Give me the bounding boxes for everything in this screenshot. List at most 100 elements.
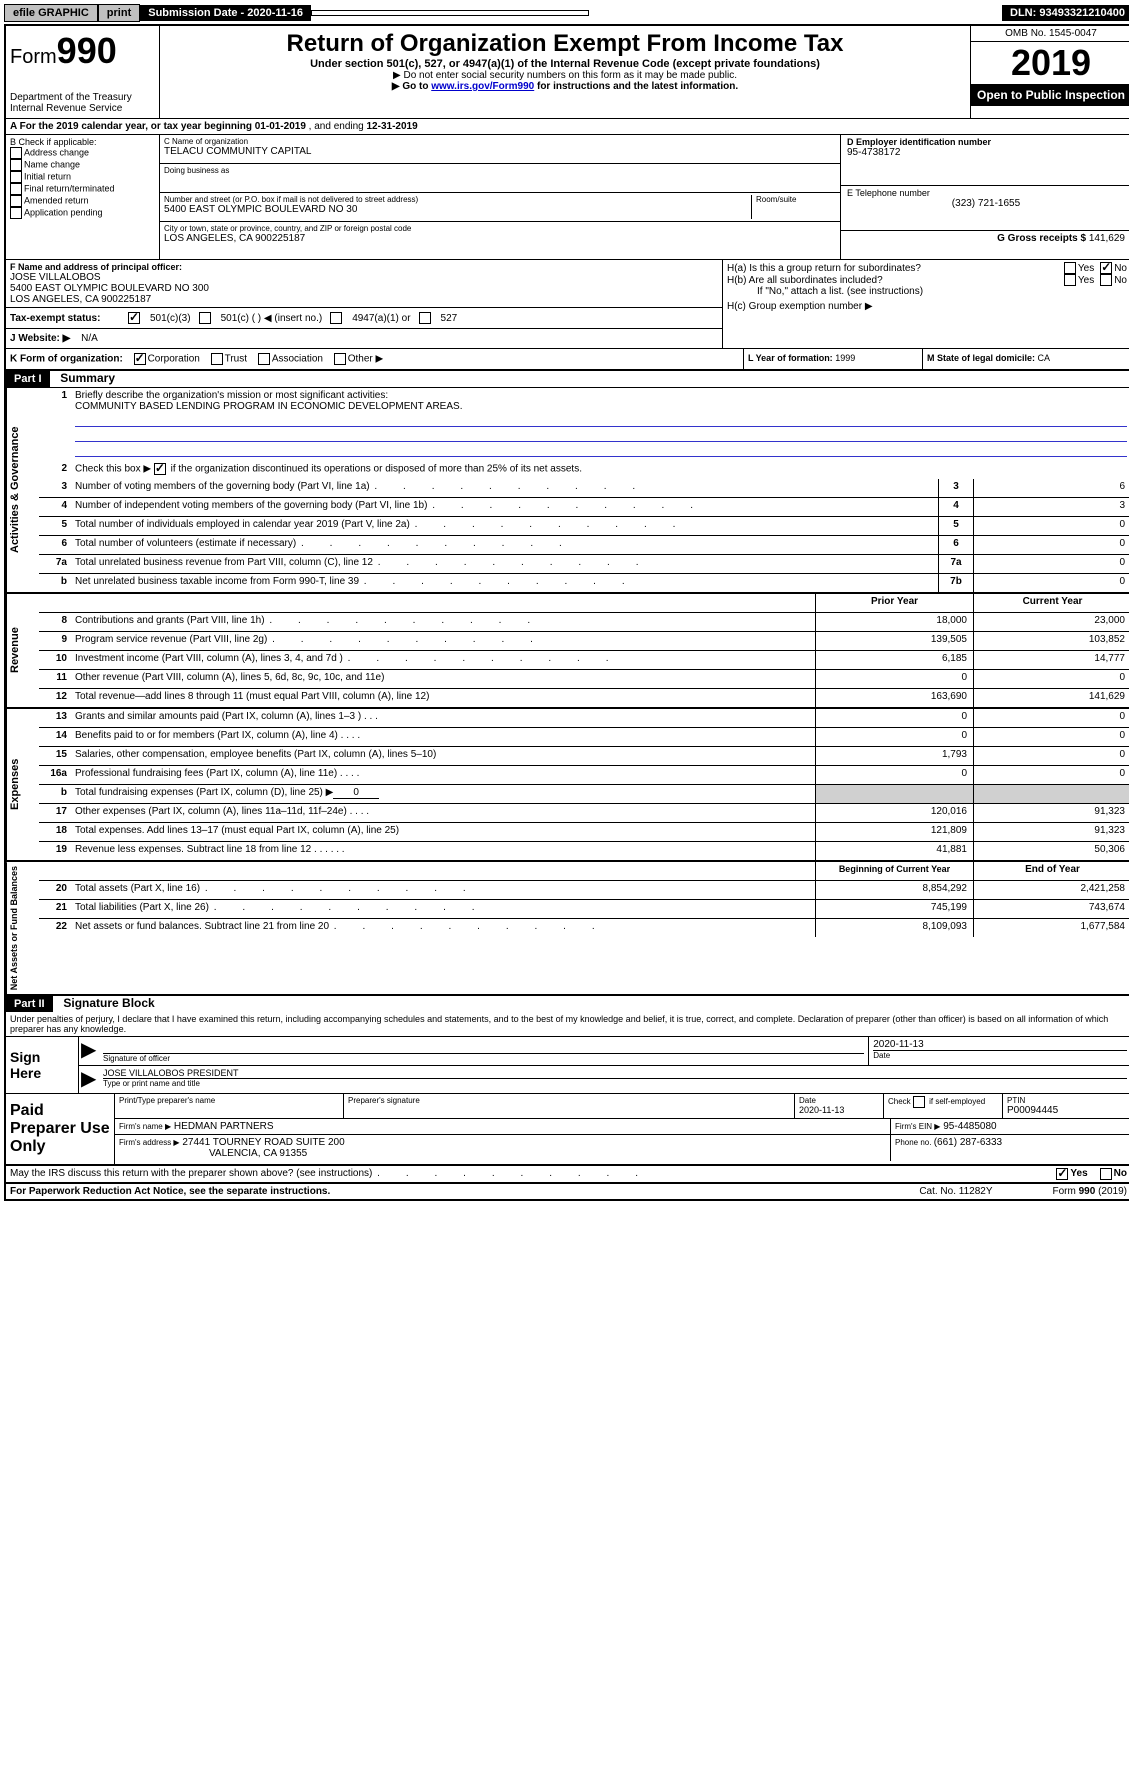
dln-lbl: DLN: [1010, 7, 1039, 19]
governance-body: 1 Briefly describe the organization's mi… [39, 388, 1129, 592]
row-a-pre: A For the 2019 calendar year, or tax yea… [10, 121, 255, 132]
submission-spacer [311, 10, 589, 16]
form-title: Return of Organization Exempt From Incom… [164, 30, 966, 58]
e14-p: 0 [815, 728, 973, 746]
cb-501c[interactable] [199, 312, 211, 324]
discuss-no-cb[interactable] [1100, 1168, 1112, 1180]
discuss-no: No [1114, 1168, 1127, 1180]
e18-n: 18 [39, 823, 71, 841]
r8-p: 18,000 [815, 613, 973, 631]
col-b-label: B Check if applicable: [10, 137, 155, 147]
k-assoc-cb[interactable] [258, 353, 270, 365]
cb-4947[interactable] [330, 312, 342, 324]
line1: Briefly describe the organization's miss… [71, 388, 1129, 461]
ha-yes: Yes [1078, 263, 1094, 274]
sig-date-val: 2020-11-13 [873, 1039, 1127, 1050]
cb-final[interactable]: Final return/terminated [10, 183, 155, 195]
g-receipts: G Gross receipts $ 141,629 [841, 231, 1129, 259]
hb-yes-cb[interactable] [1064, 274, 1076, 286]
footer-mid: Cat. No. 11282Y [919, 1186, 992, 1197]
e17-c: 91,323 [973, 804, 1129, 822]
k-trust: Trust [225, 354, 247, 365]
cb-pending[interactable]: Application pending [10, 207, 155, 219]
l-label: L Year of formation: [748, 353, 835, 363]
sig-date-label: Date [873, 1050, 1127, 1060]
cb-address-lbl: Address change [24, 147, 89, 157]
e14-n: 14 [39, 728, 71, 746]
footer-left: For Paperwork Reduction Act Notice, see … [10, 1186, 330, 1197]
k-other-cb[interactable] [334, 353, 346, 365]
governance-section: Activities & Governance 1 Briefly descri… [6, 388, 1129, 594]
p-self-cb[interactable] [913, 1096, 925, 1108]
k-trust-cb[interactable] [211, 353, 223, 365]
f-addr2: LOS ANGELES, CA 900225187 [10, 294, 718, 305]
col-f-officer: F Name and address of principal officer:… [6, 260, 723, 308]
cb-initial-lbl: Initial return [24, 171, 71, 181]
n21-c: 743,674 [973, 900, 1129, 918]
discuss-yes-cb[interactable] [1056, 1168, 1068, 1180]
cb-name[interactable]: Name change [10, 159, 155, 171]
form-subtitle: Under section 501(c), 527, or 4947(a)(1)… [164, 58, 966, 70]
e16b-t: Total fundraising expenses (Part IX, col… [71, 785, 815, 803]
cb-501c3[interactable] [128, 312, 140, 324]
r12-c: 141,629 [973, 689, 1129, 707]
l-val: 1999 [835, 353, 855, 363]
hb-no-cb[interactable] [1100, 274, 1112, 286]
g-val: 141,629 [1089, 233, 1125, 244]
n20-c: 2,421,258 [973, 881, 1129, 899]
e14-c: 0 [973, 728, 1129, 746]
p-h2: Preparer's signature [348, 1096, 790, 1105]
p-sig-head: Preparer's signature [344, 1094, 795, 1118]
e15-t: Salaries, other compensation, employee b… [71, 747, 815, 765]
ha-yes-cb[interactable] [1064, 262, 1076, 274]
net-label: Net Assets or Fund Balances [6, 862, 39, 994]
sign-block: Sign Here ▶ Signature of officer 2020-11… [6, 1037, 1129, 1094]
r10-t: Investment income (Part VIII, column (A)… [71, 651, 815, 669]
sig-name-val: JOSE VILLALOBOS PRESIDENT [103, 1068, 1127, 1078]
cb-name-lbl: Name change [24, 159, 80, 169]
e18-c: 91,323 [973, 823, 1129, 841]
cb-initial[interactable]: Initial return [10, 171, 155, 183]
p-h3-val: 2020-11-13 [799, 1105, 879, 1115]
omb-number: OMB No. 1545-0047 [971, 26, 1129, 42]
cb-final-lbl: Final return/terminated [24, 183, 115, 193]
governance-label: Activities & Governance [6, 388, 39, 592]
prior-year-head: Prior Year [815, 594, 973, 612]
e-phone: E Telephone number (323) 721-1655 [841, 186, 1129, 231]
te-opt4: 527 [441, 313, 458, 324]
p-h5-val: P00094445 [1007, 1105, 1127, 1116]
p-firm-ein-lbl: Firm's EIN ▶ [895, 1122, 940, 1131]
sign-arrow-icon: ▶ [79, 1037, 99, 1065]
l1-val: COMMUNITY BASED LENDING PROGRAM IN ECONO… [75, 401, 462, 412]
hb-note: If "No," attach a list. (see instruction… [727, 286, 1127, 297]
net-section: Net Assets or Fund Balances Beginning of… [6, 862, 1129, 996]
cb-address[interactable]: Address change [10, 147, 155, 159]
r12-p: 163,690 [815, 689, 973, 707]
k-corp-cb[interactable] [134, 353, 146, 365]
form-number: Form990 [10, 30, 155, 72]
r9-t: Program service revenue (Part VIII, line… [71, 632, 815, 650]
current-year-head: Current Year [973, 594, 1129, 612]
part1-title: Summary [52, 369, 123, 387]
hb-yes: Yes [1078, 275, 1094, 286]
ha-no-cb[interactable] [1100, 262, 1112, 274]
website-row: J Website: ▶ N/A [6, 329, 723, 348]
sig-name: JOSE VILLALOBOS PRESIDENT Type or print … [99, 1066, 1129, 1091]
irs-link[interactable]: www.irs.gov/Form990 [431, 81, 534, 92]
k-label: K Form of organization: [10, 354, 123, 365]
print-button[interactable]: print [98, 4, 140, 22]
l7b-text: Net unrelated business taxable income fr… [71, 574, 938, 592]
p-h5: PTIN [1007, 1096, 1127, 1105]
cb-amended[interactable]: Amended return [10, 195, 155, 207]
cb-527[interactable] [419, 312, 431, 324]
e19-p: 41,881 [815, 842, 973, 860]
sig-date: 2020-11-13 Date [869, 1037, 1129, 1065]
l3-text: Number of voting members of the governin… [71, 479, 938, 497]
l2-cb[interactable] [154, 463, 166, 475]
col-m: M State of legal domicile: CA [923, 349, 1129, 369]
hb-text: H(b) Are all subordinates included? [727, 275, 1064, 286]
e16a-n: 16a [39, 766, 71, 784]
sign-mid: ▶ Signature of officer 2020-11-13 Date ▶… [79, 1037, 1129, 1093]
instr2-pre: ▶ Go to [392, 81, 431, 92]
l7a-val: 0 [973, 555, 1129, 573]
